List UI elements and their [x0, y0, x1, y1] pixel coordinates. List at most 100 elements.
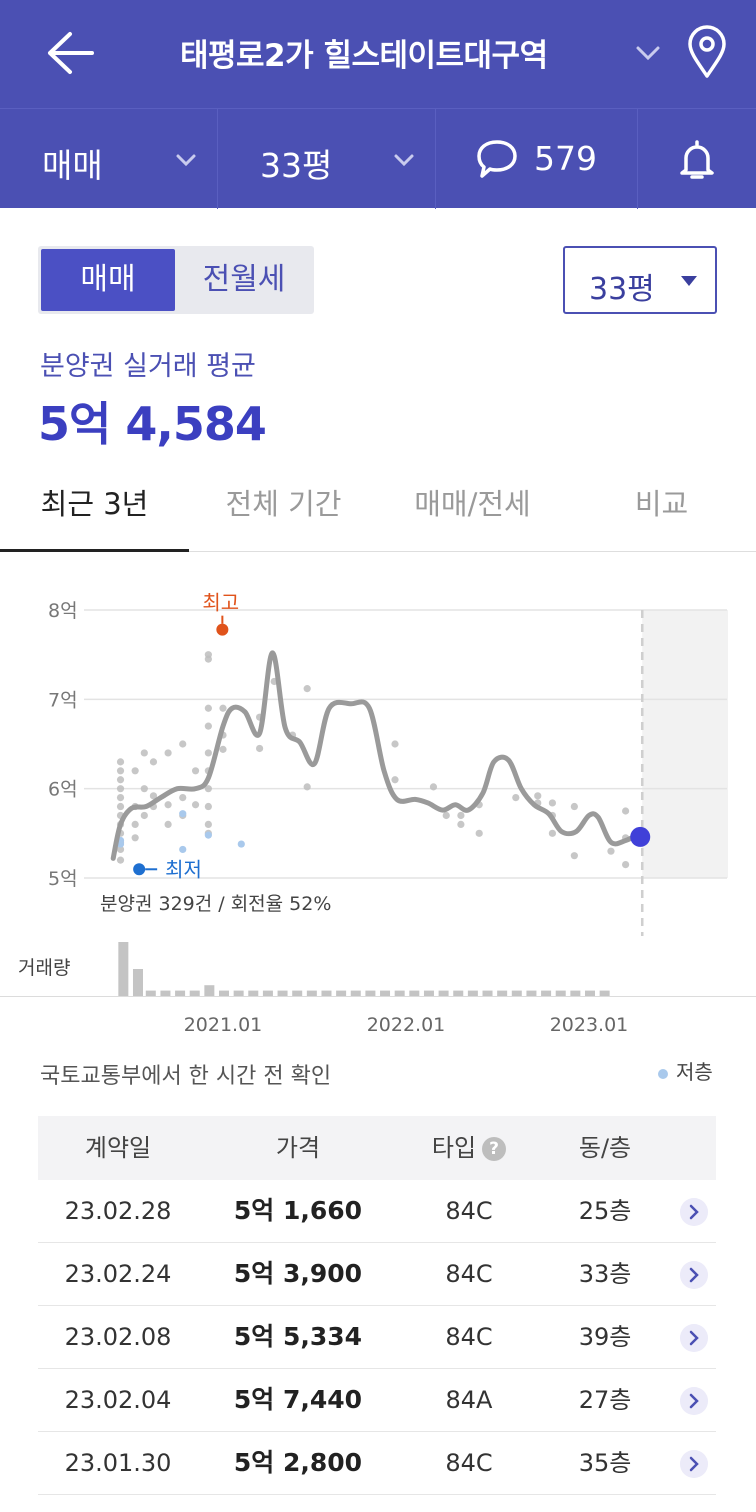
volume-bar	[380, 990, 391, 996]
chevron-right-icon[interactable]	[680, 1450, 708, 1478]
average-price: 5억 4,584	[38, 397, 267, 451]
pyeong-select[interactable]: 33평	[563, 246, 717, 314]
low-floor-point	[237, 840, 245, 848]
current-point	[630, 826, 651, 847]
tab-all-period[interactable]: 전체 기간	[225, 487, 342, 521]
volume-bar	[145, 990, 156, 996]
scatter-point	[548, 799, 557, 807]
row-date: 23.02.04	[64, 1386, 172, 1414]
x-tick-label: 2022.01	[367, 1014, 446, 1036]
row-price: 5억 7,440	[233, 1385, 363, 1414]
table-row[interactable]: 23.01.30 5억 2,800 84C 35층	[38, 1432, 716, 1495]
volume-bar	[233, 990, 244, 996]
table-row[interactable]: 23.02.08 5억 5,334 84C 39층	[38, 1306, 716, 1369]
x-axis-svg: 2021.01 2022.01 2023.01	[184, 1014, 629, 1036]
deal-type-dropdown[interactable]: 매매	[0, 109, 218, 209]
row-floor: 25층	[578, 1197, 632, 1225]
location-pin-icon[interactable]	[684, 24, 730, 80]
row-date: 23.02.24	[64, 1260, 172, 1288]
notification-button[interactable]	[638, 109, 756, 209]
bell-icon	[680, 140, 714, 179]
table-row[interactable]: 23.02.28 5억 1,660 84C 25층	[38, 1180, 716, 1243]
scatter-point	[475, 829, 483, 837]
volume-bar	[292, 990, 303, 996]
scatter-point	[149, 792, 158, 800]
scatter-point	[140, 785, 148, 793]
volume-bar	[336, 990, 347, 996]
scatter-point	[457, 811, 465, 820]
volume-bar	[321, 990, 332, 996]
volume-bar	[132, 969, 143, 996]
toggle-sale[interactable]: 매매	[41, 249, 175, 311]
scatter-point	[204, 704, 212, 712]
x-axis: 2021.01 2022.01 2023.01	[0, 996, 756, 1046]
price-chart[interactable]: 5억 6억 7억 8억 최고 최저 분양권 329건 / 회전율 52% 거래량	[0, 552, 756, 996]
header-type-label: 타입	[431, 1134, 477, 1162]
row-date: 23.02.08	[64, 1323, 172, 1351]
scatter-point	[256, 744, 264, 753]
row-floor: 39층	[578, 1323, 632, 1351]
y-tick-label: 8억	[48, 600, 78, 622]
help-icon[interactable]: ?	[482, 1137, 507, 1161]
volume-bar	[467, 990, 478, 996]
table-row[interactable]: 23.02.24 5억 3,900 84C 33층	[38, 1243, 716, 1306]
row-date: 23.02.28	[64, 1197, 172, 1225]
chevron-down-icon[interactable]	[632, 38, 664, 68]
page-title[interactable]: 태평로2가 힐스테이트대구역	[180, 38, 548, 74]
pyeong-dropdown[interactable]: 33평	[218, 109, 436, 209]
volume-label: 거래량	[18, 957, 70, 979]
scatter-point	[391, 776, 399, 784]
period-tabs: 최근 3년 전체 기간 매매/전세 비교	[0, 458, 756, 552]
chevron-right-icon[interactable]	[680, 1198, 708, 1226]
tab-sale-jeonse[interactable]: 매매/전세	[414, 487, 531, 521]
future-region	[642, 610, 728, 878]
comments-button[interactable]: 579	[436, 109, 638, 209]
comment-count: 579	[534, 139, 597, 178]
volume-bar	[365, 990, 376, 996]
volume-bar	[262, 990, 273, 996]
row-type: 84A	[445, 1386, 493, 1414]
chevron-right-icon[interactable]	[680, 1387, 708, 1415]
legend-label: 저층	[676, 1060, 713, 1084]
y-tick-label: 6억	[48, 779, 78, 801]
volume-bar	[409, 990, 420, 996]
scatter-point	[149, 758, 158, 766]
volume-bar	[118, 942, 129, 996]
scatter-point	[204, 802, 212, 811]
toggle-rent[interactable]: 전월세	[202, 262, 286, 297]
volume-bar	[175, 990, 186, 996]
volume-bar	[585, 990, 595, 996]
y-tick-label: 5억	[48, 868, 78, 890]
row-type: 84C	[445, 1323, 493, 1351]
chart-stats-label: 분양권 329건 / 회전율 52%	[100, 893, 331, 915]
scatter-point	[116, 767, 125, 775]
row-floor: 27층	[578, 1386, 632, 1414]
scatter-point	[204, 749, 212, 757]
table-row[interactable]: 23.02.04 5억 7,440 84A 27층	[38, 1369, 716, 1432]
chevron-right-icon[interactable]	[680, 1324, 708, 1352]
table-header: 계약일 가격 타입? 동/층	[38, 1116, 716, 1180]
low-label: 최저	[165, 857, 202, 881]
low-point	[133, 863, 146, 876]
header-date: 계약일	[84, 1134, 152, 1162]
row-type: 84C	[445, 1197, 493, 1225]
volume-bar	[526, 990, 537, 996]
row-price: 5억 2,800	[233, 1448, 363, 1477]
scatter-point	[534, 792, 542, 800]
average-label: 분양권 실거래 평균	[40, 351, 256, 382]
chevron-right-icon[interactable]	[680, 1261, 708, 1289]
scatter-point	[164, 801, 172, 809]
volume-bar	[599, 990, 610, 996]
y-tick-label: 7억	[48, 689, 78, 711]
tab-recent-3y[interactable]: 최근 3년	[0, 458, 189, 552]
scatter-point	[570, 802, 578, 811]
volume-bar	[555, 990, 566, 996]
header-type: 타입?	[398, 1116, 540, 1180]
scatter-point	[140, 811, 148, 820]
scatter-point	[179, 794, 187, 802]
scatter-point	[607, 847, 615, 855]
back-arrow-icon[interactable]	[44, 28, 98, 78]
volume-bar	[248, 990, 259, 996]
tab-compare[interactable]: 비교	[634, 487, 689, 521]
low-floor-point	[179, 845, 187, 854]
